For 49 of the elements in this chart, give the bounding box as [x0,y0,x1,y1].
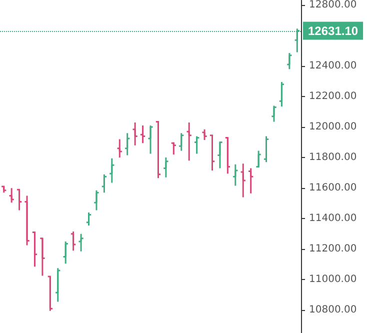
candlestick [194,135,200,154]
candlestick [0,186,7,194]
candlestick [93,190,100,211]
candlestick [201,128,208,141]
candlestick [24,194,30,246]
candlestick [286,52,292,70]
y-tick-label: 11600.00 [309,182,357,194]
candlestick [62,240,69,264]
candlestick [278,81,285,108]
y-tick-label: 11800.00 [309,152,357,164]
candlestick [47,276,54,312]
candlestick [16,188,22,211]
candlestick [255,150,262,168]
candlestick [78,233,84,252]
y-tick-label: 12200.00 [309,91,357,102]
candlestick [116,138,123,158]
candlestick [8,187,15,204]
y-tick-label: 12400.00 [309,60,357,72]
candlestick [32,232,38,268]
candlestick [232,164,238,187]
y-tick-label: 10800.00 [309,304,357,316]
candlestick [263,135,270,163]
candlestick [155,120,162,179]
candlestick [186,122,192,162]
y-tick-label: 11200.00 [309,244,357,255]
candlestick [162,156,169,178]
candlestick [140,124,146,144]
candlestick [54,267,61,302]
y-tick-label: 12000.00 [309,122,357,133]
candlestick [70,230,76,252]
y-tick-label: 11400.00 [309,213,357,224]
candlestick [209,134,216,172]
candlestick [147,124,154,154]
candlestick [124,132,130,156]
candlestick [216,142,224,169]
candlestick [248,167,254,194]
y-tick-label: 12800.00 [309,0,357,10]
candlestick [240,162,246,198]
candlestick [101,174,108,194]
candlestick [224,136,231,174]
candlestick [39,238,46,277]
candlestick [132,122,138,146]
candlestick [270,104,278,122]
candlestick [178,132,184,152]
ref-line-label: 12631.10 [308,24,358,38]
y-tick-label: 11000.00 [309,274,357,286]
candlestick [86,212,92,226]
candlestick [108,158,115,184]
candlestick [170,142,177,156]
